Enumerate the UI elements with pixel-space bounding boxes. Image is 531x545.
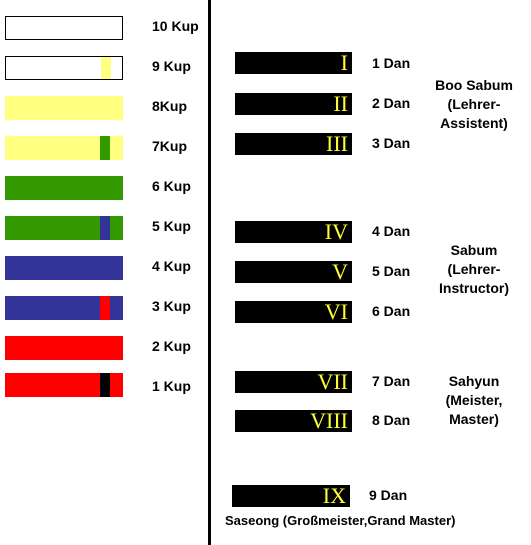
dan-numeral: VIII	[310, 408, 348, 433]
kup-label: 1 Kup	[152, 378, 191, 394]
dan-numeral: V	[332, 259, 348, 284]
dan-label: 3 Dan	[372, 135, 411, 151]
kup-label: 2 Kup	[152, 338, 191, 354]
title-boo-sabum: Boo Sabum (Lehrer- Assistent)	[424, 76, 524, 133]
belt-stripe	[100, 136, 110, 160]
belt-10-kup	[5, 16, 123, 40]
dan-numeral: VI	[324, 299, 348, 324]
belt-stripe	[100, 296, 110, 320]
kup-label: 8Kup	[152, 98, 187, 114]
title-line: Master)	[449, 411, 499, 427]
title-line: Assistent)	[440, 115, 508, 131]
kup-label: 10 Kup	[152, 18, 199, 34]
belt-7-kup	[5, 136, 123, 160]
belt-7-dan: VII	[235, 371, 352, 393]
belt-1-dan: I	[235, 52, 352, 74]
dan-label: 7 Dan	[372, 373, 411, 389]
title-sabum: Sabum (Lehrer- Instructor)	[424, 241, 524, 298]
kup-label: 5 Kup	[152, 218, 191, 234]
dan-label: 2 Dan	[372, 95, 411, 111]
dan-numeral: II	[333, 91, 348, 116]
belt-6-kup	[5, 176, 123, 200]
dan-label: 8 Dan	[372, 412, 411, 428]
dan-label: 1 Dan	[372, 55, 411, 71]
column-divider	[208, 0, 211, 545]
belt-8-kup	[5, 96, 123, 120]
belt-2-kup	[5, 336, 123, 360]
title-sahyun: Sahyun (Meister, Master)	[424, 372, 524, 429]
title-line: Boo Sabum	[435, 77, 513, 93]
dan-numeral: VII	[317, 369, 348, 394]
belt-9-kup	[5, 56, 123, 80]
title-line: (Lehrer-	[447, 96, 501, 112]
belt-4-dan: IV	[235, 221, 352, 243]
kup-label: 6 Kup	[152, 178, 191, 194]
belt-8-dan: VIII	[235, 410, 352, 432]
dan-label: 4 Dan	[372, 223, 411, 239]
dan-numeral: I	[340, 50, 348, 75]
belt-5-kup	[5, 216, 123, 240]
kup-label: 4 Kup	[152, 258, 191, 274]
title-line: Instructor)	[439, 280, 509, 296]
dan-label: 5 Dan	[372, 263, 411, 279]
dan-numeral: IV	[324, 219, 348, 244]
kup-label: 9 Kup	[152, 58, 191, 74]
title-line: Sahyun	[448, 373, 500, 389]
dan-label: 6 Dan	[372, 303, 411, 319]
belt-stripe	[101, 57, 111, 79]
belt-9-dan: IX	[232, 485, 350, 507]
belt-4-kup	[5, 256, 123, 280]
belt-2-dan: II	[235, 93, 352, 115]
title-line: (Meister,	[445, 392, 503, 408]
belt-3-dan: III	[235, 133, 352, 155]
title-line: Sabum	[450, 242, 498, 258]
kup-label: 7Kup	[152, 138, 187, 154]
kup-label: 3 Kup	[152, 298, 191, 314]
belt-stripe	[100, 373, 110, 397]
dan-numeral: IX	[322, 483, 346, 508]
belt-5-dan: V	[235, 261, 352, 283]
belt-stripe	[100, 216, 110, 240]
title-line: (Lehrer-	[447, 261, 501, 277]
dan-numeral: III	[326, 131, 348, 156]
dan-label: 9 Dan	[369, 487, 408, 503]
belt-6-dan: VI	[235, 301, 352, 323]
belt-3-kup	[5, 296, 123, 320]
belt-1-kup	[5, 373, 123, 397]
title-saseong: Saseong (Großmeister,Grand Master)	[225, 513, 456, 528]
